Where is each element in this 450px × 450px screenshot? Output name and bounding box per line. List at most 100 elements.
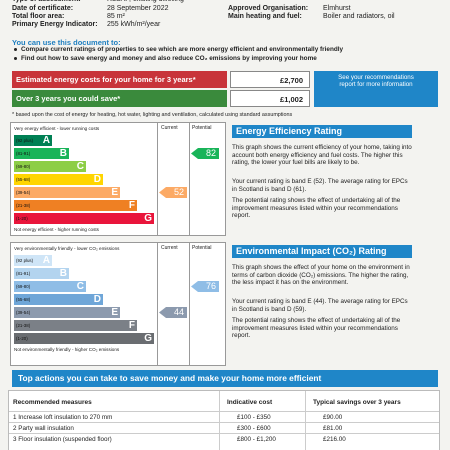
band-range: (81-91)	[16, 151, 31, 156]
band-range: (1-20)	[16, 216, 28, 221]
band-range: (21-38)	[16, 203, 31, 208]
band-range: (55-68)	[16, 177, 31, 182]
band-range: (69-80)	[16, 284, 31, 289]
cost-label: Over 3 years you could save*	[16, 94, 121, 103]
row-divider	[9, 422, 439, 423]
cost-value: £1,002	[280, 95, 303, 104]
band-range: (21-38)	[16, 323, 31, 328]
band-letter: F	[128, 200, 135, 211]
column-header: Current	[161, 245, 178, 251]
detail-value: 255 kWh/m²/year	[107, 21, 161, 28]
rating-arrow: 82	[191, 148, 219, 159]
detail-value: RdSAP, existing dwelling	[107, 0, 184, 3]
table-cell: £90.00	[323, 414, 343, 421]
rating-band: (55-68) D	[14, 294, 103, 305]
table-cell: £81.00	[323, 425, 343, 432]
rating-band: (1-20) G	[14, 333, 154, 344]
row-divider	[9, 411, 439, 412]
detail-label: Primary Energy Indicator:	[12, 21, 98, 28]
table-header: Typical savings over 3 years	[313, 399, 401, 406]
band-letter: E	[111, 307, 118, 318]
cost-value-box: £2,700	[230, 71, 310, 88]
table-cell: £800 - £1,200	[237, 436, 276, 443]
intro-bullet: Compare current ratings of properties to…	[21, 46, 344, 53]
rating-title-box: Environmental Impact (CO₂) Rating	[232, 245, 412, 258]
band-range: (55-68)	[16, 297, 31, 302]
col-divider	[189, 123, 190, 235]
detail-label: Approved Organisation:	[228, 5, 309, 12]
table-cell: 1 Increase loft insulation to 270 mm	[13, 414, 113, 421]
rating-value: 44	[173, 307, 184, 317]
rating-paragraph: This graph shows the current efficiency …	[232, 144, 412, 167]
detail-label: Date of certificate:	[12, 5, 74, 12]
chart-heading-bottom: Not environmentally friendly - higher CO…	[14, 347, 120, 352]
table-cell: £300 - £600	[237, 425, 271, 432]
chart-heading-top: Very energy efficient - lower running co…	[14, 126, 100, 131]
rating-chart: Very energy efficient - lower running co…	[10, 122, 226, 236]
table-cell: 2 Party wall insulation	[13, 425, 74, 432]
rating-arrow: 44	[159, 307, 187, 318]
band-range: (39-54)	[16, 190, 31, 195]
band-letter: D	[93, 294, 101, 305]
footnote: * based upon the cost of energy for heat…	[12, 112, 293, 118]
column-header: Current	[161, 125, 178, 131]
rating-arrow: 52	[159, 187, 187, 198]
band-letter: A	[42, 255, 50, 266]
cost-label: Estimated energy costs for your home for…	[16, 75, 196, 84]
table-cell: £216.00	[323, 436, 346, 443]
band-letter: F	[128, 320, 135, 331]
detail-value: 28 September 2022	[107, 5, 169, 12]
band-letter: G	[144, 333, 152, 344]
band-letter: D	[93, 174, 101, 185]
band-range: (1-20)	[16, 336, 28, 341]
band-range: (92 plus)	[16, 258, 34, 263]
rating-paragraph: The potential rating shows the effect of…	[232, 197, 401, 220]
cost-row: Over 3 years you could save*	[12, 90, 227, 107]
rating-band: (21-38) F	[14, 320, 137, 331]
actions-title: Top actions you can take to save money a…	[18, 373, 322, 383]
chart-heading-bottom: Not energy efficient - higher running co…	[14, 227, 99, 232]
rating-band: (69-80) C	[14, 281, 86, 292]
band-range: (81-91)	[16, 271, 31, 276]
col-divider	[305, 391, 306, 450]
col-divider	[189, 243, 190, 365]
band-range: (69-80)	[16, 164, 31, 169]
rating-paragraph: Your current rating is band E (44). The …	[232, 298, 408, 313]
rating-title: Energy Efficiency Rating	[236, 126, 343, 136]
column-header: Potential	[192, 125, 212, 131]
detail-label: Main heating and fuel:	[228, 13, 302, 20]
col-divider	[157, 243, 158, 365]
intro-bullet: Find out how to save energy and money an…	[21, 55, 317, 62]
cost-value: £2,700	[280, 76, 303, 85]
detail-label: Type of assessment:	[12, 0, 81, 3]
band-range: (39-54)	[16, 310, 31, 315]
detail-value: 85 m²	[107, 13, 125, 20]
rating-band: (21-38) F	[14, 200, 137, 211]
actions-table: Recommended measures Indicative cost Typic…	[8, 390, 440, 450]
rating-paragraph: The potential rating shows the effect of…	[232, 317, 401, 340]
col-divider	[157, 123, 158, 235]
column-header: Potential	[192, 245, 212, 251]
rating-chart: Very environmentally friendly - lower CO…	[10, 242, 226, 366]
note-text: See your recommendations report for more…	[338, 74, 414, 89]
table-cell: £100 - £350	[237, 414, 271, 421]
rating-title-box: Energy Efficiency Rating	[232, 125, 412, 138]
band-letter: C	[76, 161, 84, 172]
rating-value: 82	[205, 148, 216, 158]
bullet-dot	[14, 57, 17, 60]
table-cell: 3 Floor insulation (suspended floor)	[13, 436, 112, 443]
rating-paragraph: This graph shows the effect of your home…	[232, 264, 410, 287]
cost-value-box: £1,002	[230, 90, 310, 107]
band-letter: A	[42, 135, 50, 146]
detail-label: Total floor area:	[12, 13, 65, 20]
band-range: (92 plus)	[16, 138, 34, 143]
rating-band: (55-68) D	[14, 174, 103, 185]
rating-title: Environmental Impact (CO₂) Rating	[236, 246, 387, 256]
rating-value: 52	[173, 187, 184, 197]
rating-band: (69-80) C	[14, 161, 86, 172]
band-letter: B	[59, 268, 67, 279]
intro-title: You can use this document to:	[12, 38, 121, 47]
rating-arrow: 76	[191, 281, 219, 292]
bullet-dot	[14, 48, 17, 51]
